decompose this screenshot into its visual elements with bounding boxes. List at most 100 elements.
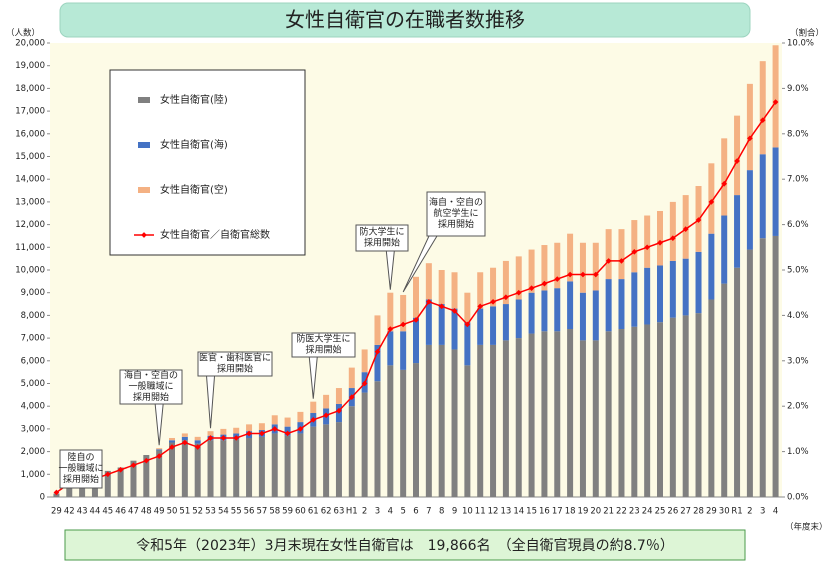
- bar: [759, 154, 766, 239]
- line-marker: [182, 439, 188, 446]
- bar: [592, 242, 599, 291]
- bar: [721, 215, 728, 284]
- bar: [515, 338, 522, 497]
- line-marker: [721, 180, 728, 187]
- bar: [323, 394, 330, 409]
- line-marker: [464, 321, 471, 328]
- y-tick-label: 9,000: [21, 288, 45, 298]
- bar: [772, 45, 779, 148]
- bar: [297, 411, 304, 423]
- bar: [374, 344, 381, 382]
- bar: [400, 294, 407, 332]
- bar: [631, 272, 638, 327]
- y2-tick-label: 3.0%: [787, 356, 809, 366]
- legend-label: 女性自衛官／自衛官総数: [160, 228, 270, 241]
- line-marker: [336, 407, 342, 414]
- y2-tick-label: 8.0%: [787, 129, 809, 139]
- bar: [348, 406, 355, 497]
- bar: [772, 235, 779, 497]
- bar: [746, 83, 753, 171]
- bar: [284, 417, 291, 427]
- y-tick-label: 12,000: [15, 220, 45, 230]
- y-tick-label: 13,000: [15, 197, 45, 207]
- y-tick-label: 0: [40, 493, 45, 503]
- x-tick-label: 62: [321, 507, 332, 517]
- line-marker: [310, 416, 317, 423]
- legend-swatch: [138, 97, 150, 103]
- x-tick-label: H1: [346, 507, 358, 517]
- y2-tick-label: 7.0%: [787, 175, 809, 185]
- legend-box: [109, 69, 306, 256]
- annotation-box: [59, 449, 103, 489]
- y-tick-label: 19,000: [15, 61, 45, 71]
- annotation-text: 医官・歯科医官に: [199, 352, 271, 364]
- line-marker: [644, 244, 650, 251]
- y-tick-label: 2,000: [21, 447, 45, 457]
- bar: [567, 329, 574, 497]
- line-marker: [156, 453, 162, 459]
- y-tick-label: 10,000: [15, 266, 45, 276]
- x-tick-label: 18: [565, 507, 576, 517]
- annotation-text: 採用開始: [438, 218, 474, 230]
- x-tick-label: 3: [375, 507, 380, 517]
- y-tick-label: 1,000: [21, 470, 45, 480]
- annotation-box: [197, 351, 273, 377]
- x-tick-label: 29: [706, 507, 717, 517]
- line-marker: [297, 426, 304, 432]
- bar: [528, 333, 535, 497]
- bar: [490, 344, 497, 497]
- bar: [669, 201, 676, 261]
- bar: [528, 249, 535, 293]
- bar: [464, 292, 471, 323]
- bar: [477, 344, 484, 497]
- line-marker: [657, 239, 663, 246]
- line-marker: [387, 326, 394, 332]
- bar: [194, 436, 201, 441]
- bar: [53, 493, 60, 497]
- y-tick-label: 7,000: [21, 334, 45, 344]
- legend-swatch: [138, 142, 150, 148]
- x-tick-label: 2: [747, 507, 752, 517]
- bar: [400, 369, 407, 497]
- line-marker: [734, 158, 740, 164]
- legend-label: 女性自衛官(陸): [160, 93, 228, 106]
- x-tick-label: 56: [244, 507, 255, 517]
- x-tick-label: 29: [51, 507, 62, 517]
- x-axis-label: （年度末）: [785, 522, 828, 533]
- line-marker: [348, 394, 355, 400]
- bar: [156, 450, 163, 497]
- bar: [734, 267, 741, 497]
- line-marker: [451, 308, 458, 314]
- bar: [258, 436, 265, 497]
- y-tick-label: 14,000: [15, 175, 45, 185]
- bar: [156, 449, 163, 451]
- x-tick-label: 26: [667, 507, 678, 517]
- bar: [734, 115, 741, 196]
- bar: [156, 448, 163, 450]
- y-tick-label: 11,000: [15, 243, 45, 253]
- x-tick-label: 52: [192, 507, 203, 517]
- x-tick-label: 49: [154, 507, 165, 517]
- bar: [657, 210, 663, 266]
- y-tick-label: 3,000: [21, 424, 45, 434]
- x-tick-label: 8: [439, 507, 444, 517]
- bar: [117, 467, 124, 497]
- y-tick-label: 17,000: [15, 107, 45, 117]
- note-box: [64, 529, 746, 561]
- bar: [464, 322, 471, 366]
- bar: [66, 484, 73, 497]
- line-marker: [130, 462, 137, 469]
- bar: [695, 251, 702, 314]
- bar: [695, 313, 702, 497]
- bar: [631, 220, 638, 273]
- bar: [425, 299, 432, 345]
- annotation-text: 陸自の: [67, 451, 94, 463]
- bar: [490, 306, 497, 345]
- x-tick-label: 23: [629, 507, 640, 517]
- bar: [605, 331, 612, 497]
- bar: [721, 283, 728, 497]
- x-tick-label: 28: [693, 507, 704, 517]
- annotation-text: 採用開始: [364, 237, 400, 249]
- bar: [335, 422, 342, 497]
